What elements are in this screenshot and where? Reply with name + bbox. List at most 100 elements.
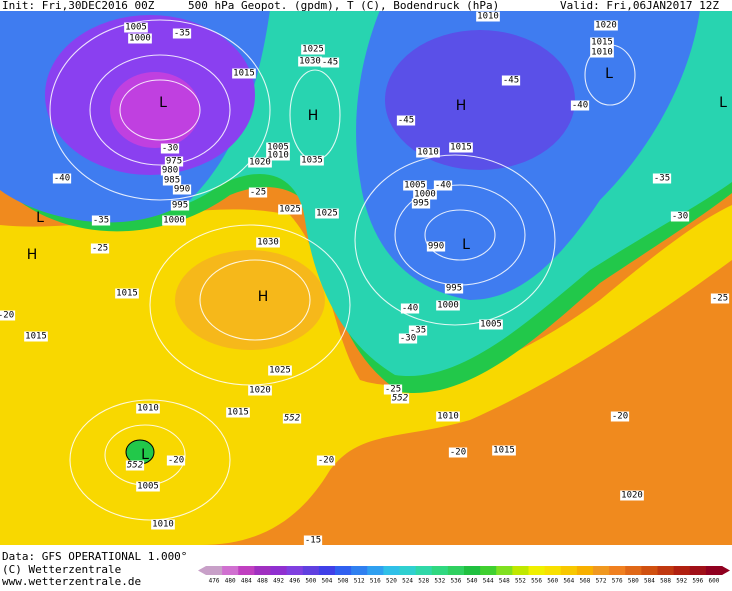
temperature-label: -35	[410, 326, 426, 336]
label-box	[448, 447, 468, 458]
isobar	[354, 154, 556, 326]
label-box	[136, 403, 160, 414]
colorbar-swatch	[576, 566, 594, 575]
colorbar-swatch	[609, 566, 626, 575]
pressure-label: 990	[428, 242, 444, 252]
colorbar-swatch	[673, 566, 691, 575]
colorbar-label: 500	[305, 578, 316, 585]
pressure-label: 1035	[301, 156, 323, 166]
label-box	[413, 189, 437, 200]
colorbar-swatch	[431, 566, 449, 575]
colorbar-label: 544	[483, 578, 494, 585]
pressure-label: 1025	[269, 366, 291, 376]
label-box	[620, 490, 644, 501]
pressure-label: 995	[172, 201, 188, 211]
colorbar-swatch	[238, 566, 255, 575]
pressure-label: 1030	[257, 238, 279, 248]
temperature-label: -30	[400, 334, 416, 344]
label-box	[300, 155, 324, 166]
thickness-label: 552	[392, 394, 408, 404]
pressure-label: 995	[413, 199, 429, 209]
colorbar-swatch	[464, 566, 481, 575]
colorbar-label: 596	[692, 578, 703, 585]
pressure-center: L	[141, 447, 149, 463]
label-box	[160, 143, 180, 154]
temperature-label: -35	[174, 29, 190, 39]
colorbar: 476 480 484 488 492 496 500 504 508 512 516 520 524 5…	[198, 566, 730, 585]
colorbar-label: 572	[596, 578, 607, 585]
colorbar-swatch	[496, 566, 513, 575]
temperature-label: -25	[92, 244, 108, 254]
pressure-label: 1015	[116, 289, 138, 299]
temperature-label: -40	[435, 181, 451, 191]
label-box	[476, 11, 500, 22]
label-box	[416, 147, 440, 158]
colorbar-label: 504	[322, 578, 333, 585]
label-box	[266, 150, 290, 161]
colorbar-label: 532	[434, 578, 445, 585]
isobar	[119, 79, 201, 141]
isobar	[149, 224, 351, 386]
map-area	[0, 10, 732, 545]
valid-time: Valid: Fri,06JAN2017 12Z	[560, 0, 719, 12]
temperature-label: -15	[305, 536, 321, 546]
label-box	[266, 142, 290, 153]
colorbar-swatch	[641, 566, 658, 575]
colorbar-label: 476	[209, 578, 220, 585]
pressure-label: 1000	[163, 216, 185, 226]
colorbar-arrow	[722, 566, 730, 575]
pressure-label: 1010	[137, 404, 159, 414]
pressure-label: 1005	[125, 23, 147, 33]
pressure-label: 1020	[249, 158, 271, 168]
label-box	[172, 28, 192, 39]
pressure-label: 1015	[493, 446, 515, 456]
pressure-label: 1015	[233, 69, 255, 79]
colorbar-label: 588	[660, 578, 671, 585]
pressure-center: L	[462, 237, 470, 253]
pressure-label: 1005	[267, 143, 289, 153]
isobar	[199, 259, 311, 341]
temperature-label: -35	[654, 174, 670, 184]
pressure-label: 1000	[414, 190, 436, 200]
colorbar-label: 584	[644, 578, 655, 585]
label-box	[436, 411, 460, 422]
temperature-label: -20	[0, 311, 14, 321]
colorbar-swatch	[335, 566, 352, 575]
label-box	[226, 407, 250, 418]
label-box	[256, 237, 280, 248]
temperature-label: -25	[385, 385, 401, 395]
colorbar-label: 492	[273, 578, 284, 585]
label-box	[501, 75, 521, 86]
label-box	[151, 519, 175, 530]
pressure-center: H	[308, 108, 319, 124]
label-box	[590, 37, 614, 48]
label-box	[160, 165, 180, 176]
label-box	[278, 204, 302, 215]
pressure-label: 980	[162, 166, 178, 176]
colorbar-swatch	[512, 566, 529, 575]
label-box	[652, 173, 672, 184]
colorbar-swatch	[657, 566, 675, 575]
label-box	[449, 142, 473, 153]
colorbar-label: 516	[370, 578, 381, 585]
region-magenta	[110, 72, 200, 148]
label-box	[162, 215, 186, 226]
pressure-label: 1010	[267, 151, 289, 161]
label-box	[248, 157, 272, 168]
label-box	[0, 310, 16, 321]
pressure-label: 1010	[437, 412, 459, 422]
colorbar-label: 580	[628, 578, 639, 585]
pressure-label: 990	[174, 185, 190, 195]
colorbar-label: 484	[241, 578, 252, 585]
colorbar-swatch	[544, 566, 562, 575]
colorbar-swatch	[480, 566, 497, 575]
colorbar-arrow	[198, 566, 206, 575]
pressure-label: 1005	[480, 320, 502, 330]
label-box	[396, 115, 416, 126]
colorbar-swatch	[383, 566, 400, 575]
label-box	[492, 445, 516, 456]
pressure-label: 1015	[227, 408, 249, 418]
label-box	[248, 187, 268, 198]
colorbar-label: 528	[418, 578, 429, 585]
